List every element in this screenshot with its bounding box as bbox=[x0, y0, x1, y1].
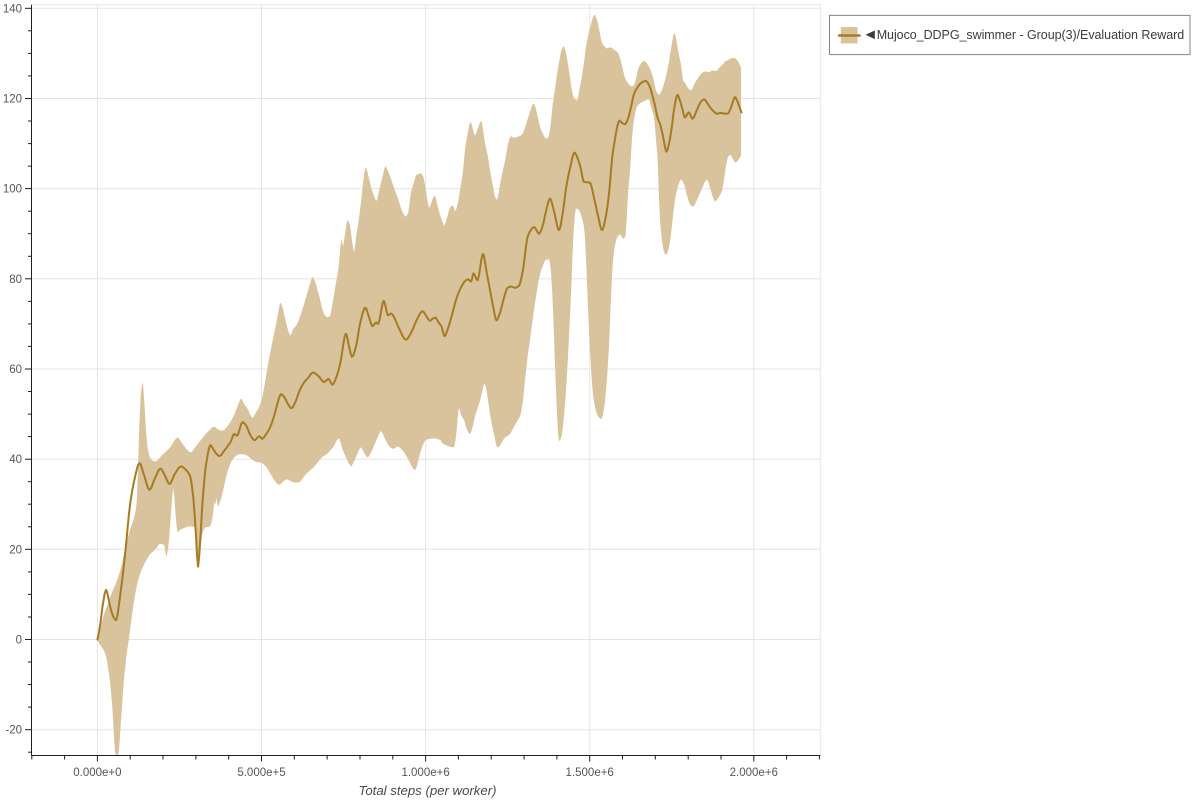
svg-text:1.000e+6: 1.000e+6 bbox=[401, 767, 449, 779]
svg-text:5.000e+5: 5.000e+5 bbox=[237, 767, 285, 779]
svg-text:60: 60 bbox=[9, 364, 22, 376]
svg-text:40: 40 bbox=[9, 454, 22, 466]
svg-text:80: 80 bbox=[9, 274, 22, 286]
svg-text:0: 0 bbox=[16, 635, 22, 647]
svg-text:-20: -20 bbox=[5, 725, 22, 737]
svg-text:120: 120 bbox=[3, 94, 22, 106]
svg-text:Mujoco_DDPG_swimmer - Group(3): Mujoco_DDPG_swimmer - Group(3)/Evaluatio… bbox=[877, 28, 1185, 42]
svg-text:0.000e+0: 0.000e+0 bbox=[73, 767, 121, 779]
svg-text:2.000e+6: 2.000e+6 bbox=[730, 767, 778, 779]
svg-text:140: 140 bbox=[3, 3, 22, 15]
svg-text:1.500e+6: 1.500e+6 bbox=[566, 767, 614, 779]
svg-text:Total steps (per worker): Total steps (per worker) bbox=[358, 783, 496, 798]
svg-text:100: 100 bbox=[3, 184, 22, 196]
svg-text:20: 20 bbox=[9, 544, 22, 556]
